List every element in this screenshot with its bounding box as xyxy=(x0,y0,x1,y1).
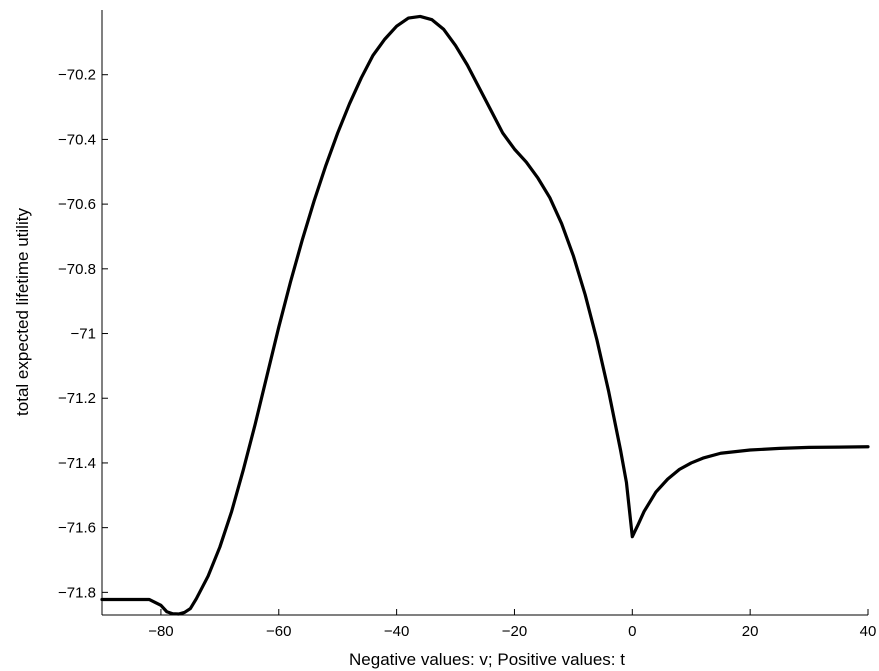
series-line-0 xyxy=(100,14,870,616)
x-tick-label: −80 xyxy=(148,623,173,640)
y-axis-ticks: −71.8 −71.6 −71.4 −71.2 −71 −70.8 −70.6 −70.4 −7… xyxy=(58,67,108,601)
x-tick-label: −40 xyxy=(384,623,409,640)
x-tick-label: −20 xyxy=(502,623,527,640)
y-tick-label: −70.8 xyxy=(58,261,96,278)
x-tick-label: 40 xyxy=(860,623,877,640)
y-tick-label: −71.2 xyxy=(58,390,96,407)
y-tick-label: −70.2 xyxy=(58,67,96,84)
x-tick-label: 0 xyxy=(628,623,636,640)
y-tick-label: −70.6 xyxy=(58,196,96,213)
y-tick-label: −71.8 xyxy=(58,584,96,601)
y-tick-label: −71.4 xyxy=(58,455,96,472)
x-axis-ticks: −80 −60 −40 −20 0 20 40 xyxy=(148,609,876,640)
y-axis-title: total expected lifetime utility xyxy=(13,208,32,416)
y-tick-label: −70.4 xyxy=(58,131,96,148)
y-tick-label: −71.6 xyxy=(58,520,96,537)
x-tick-label: 20 xyxy=(742,623,759,640)
x-axis-title: Negative values: v; Positive values: t xyxy=(349,650,625,669)
x-tick-label: −60 xyxy=(266,623,291,640)
plot-area xyxy=(100,10,870,616)
y-tick-label: −71 xyxy=(71,326,96,343)
